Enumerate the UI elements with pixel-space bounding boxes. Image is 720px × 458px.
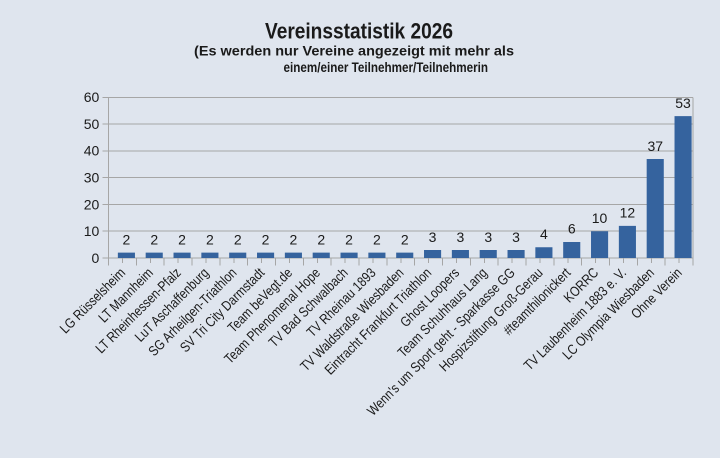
svg-text:10: 10 xyxy=(592,210,608,226)
svg-text:3: 3 xyxy=(484,229,492,245)
svg-text:2: 2 xyxy=(401,231,409,247)
svg-text:30: 30 xyxy=(84,170,100,186)
svg-text:6: 6 xyxy=(568,221,576,237)
svg-text:50: 50 xyxy=(84,116,100,132)
svg-text:60: 60 xyxy=(84,89,100,105)
svg-text:2: 2 xyxy=(262,231,270,247)
svg-text:2: 2 xyxy=(234,231,242,247)
svg-text:0: 0 xyxy=(92,250,100,266)
svg-text:2: 2 xyxy=(373,231,381,247)
svg-text:2: 2 xyxy=(345,231,353,247)
svg-text:53: 53 xyxy=(675,95,691,111)
svg-text:2: 2 xyxy=(206,231,214,247)
svg-text:Vereinsstatistik 2026: Vereinsstatistik 2026 xyxy=(265,18,453,43)
svg-text:2: 2 xyxy=(178,231,186,247)
svg-text:(Es werden nur Vereine angezei: (Es werden nur Vereine angezeigt mit meh… xyxy=(194,43,514,59)
svg-text:37: 37 xyxy=(647,138,663,154)
svg-text:20: 20 xyxy=(84,196,100,212)
svg-text:2: 2 xyxy=(317,231,325,247)
svg-text:2: 2 xyxy=(290,231,298,247)
svg-text:einem/einer Teilnehmer/Teilneh: einem/einer Teilnehmer/Teilnehmerin xyxy=(284,59,489,75)
svg-text:4: 4 xyxy=(540,226,548,242)
svg-text:3: 3 xyxy=(512,229,520,245)
svg-text:2: 2 xyxy=(150,231,158,247)
svg-text:10: 10 xyxy=(84,223,100,239)
svg-text:3: 3 xyxy=(457,229,465,245)
svg-text:40: 40 xyxy=(84,143,100,159)
svg-text:2: 2 xyxy=(123,231,131,247)
svg-text:12: 12 xyxy=(620,205,636,221)
svg-text:3: 3 xyxy=(429,229,437,245)
